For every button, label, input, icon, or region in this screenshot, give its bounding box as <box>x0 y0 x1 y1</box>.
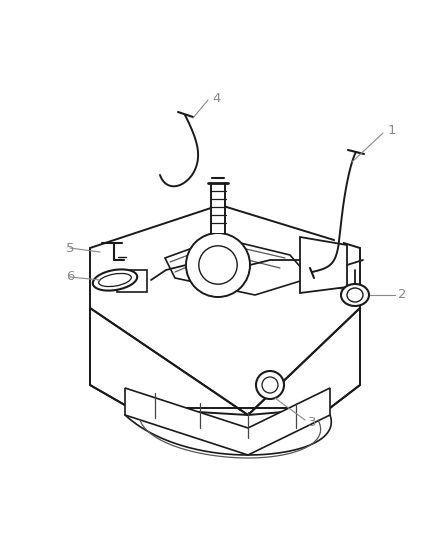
Polygon shape <box>165 238 310 295</box>
Text: 2: 2 <box>398 288 406 302</box>
Circle shape <box>256 371 284 399</box>
Text: 1: 1 <box>388 124 396 136</box>
Ellipse shape <box>341 284 369 306</box>
Text: 5: 5 <box>66 241 74 254</box>
Polygon shape <box>211 183 225 233</box>
Text: 6: 6 <box>66 271 74 284</box>
Ellipse shape <box>93 269 137 290</box>
Text: 3: 3 <box>308 416 317 430</box>
Circle shape <box>199 246 237 284</box>
Polygon shape <box>117 270 147 292</box>
Circle shape <box>262 377 278 393</box>
Polygon shape <box>300 237 347 293</box>
Ellipse shape <box>347 288 363 302</box>
Ellipse shape <box>99 273 131 287</box>
Polygon shape <box>90 308 360 415</box>
Circle shape <box>186 233 250 297</box>
Polygon shape <box>125 388 330 455</box>
Text: 4: 4 <box>212 92 220 104</box>
Polygon shape <box>90 205 360 415</box>
